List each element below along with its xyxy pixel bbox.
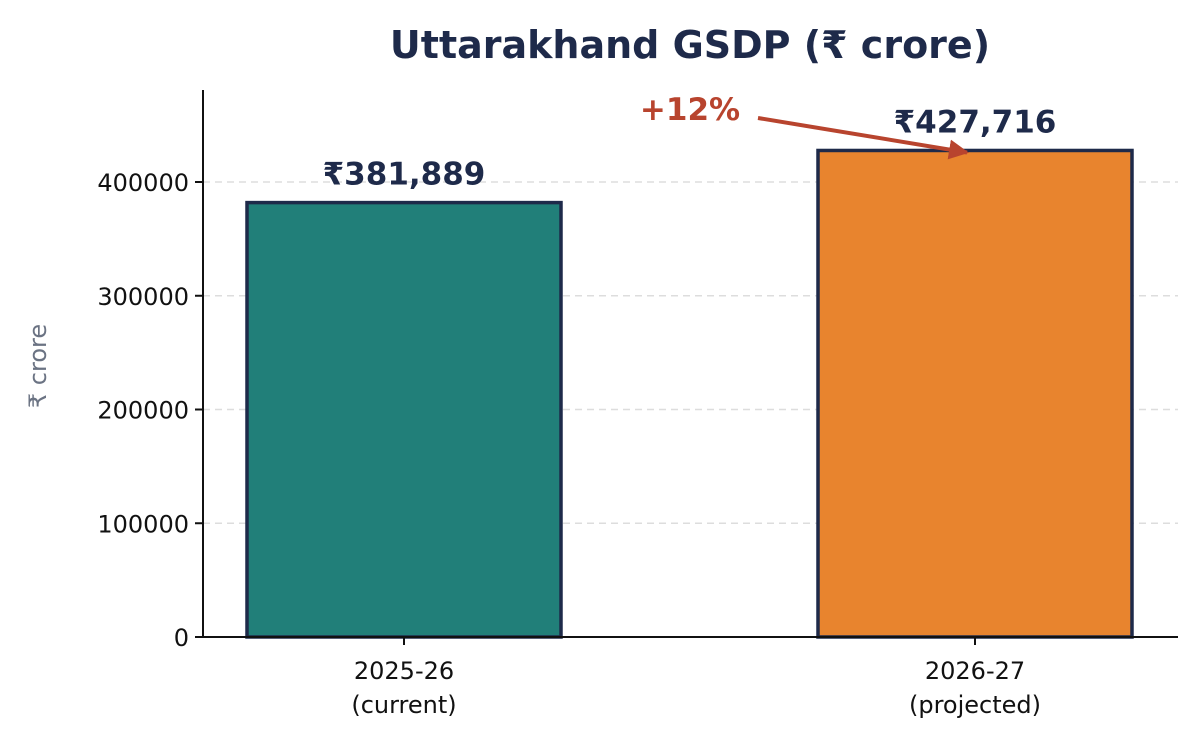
- growth-annotation-arrow: [757, 116, 969, 160]
- y-tick-label: 200000: [97, 397, 189, 425]
- bar-2026-27: [816, 148, 1134, 639]
- data-label: ₹427,716: [894, 104, 1057, 140]
- x-tick-label: (projected): [909, 691, 1041, 719]
- data-label: ₹381,889: [323, 157, 486, 193]
- y-tick-label: 0: [174, 624, 189, 652]
- bar-2025-26: [245, 200, 563, 639]
- bars: [245, 148, 1134, 639]
- y-ticks: 0 100000 200000 300000 400000: [97, 169, 203, 652]
- data-labels: ₹381,889 ₹427,716: [323, 104, 1057, 192]
- x-tick-label: 2025-26: [354, 657, 454, 685]
- y-tick-label: 100000: [97, 510, 189, 538]
- y-tick-label: 300000: [97, 283, 189, 311]
- chart-title: Uttarakhand GSDP (₹ crore): [390, 23, 990, 67]
- growth-annotation: +12%: [640, 92, 969, 160]
- growth-annotation-text: +12%: [640, 92, 740, 128]
- x-tick-label: 2026-27: [925, 657, 1025, 685]
- y-tick-label: 400000: [97, 169, 189, 197]
- y-axis-label: ₹ crore: [24, 324, 52, 408]
- x-tick-label: (current): [351, 691, 456, 719]
- x-ticks: 2025-26 (current) 2026-27 (projected): [351, 637, 1041, 719]
